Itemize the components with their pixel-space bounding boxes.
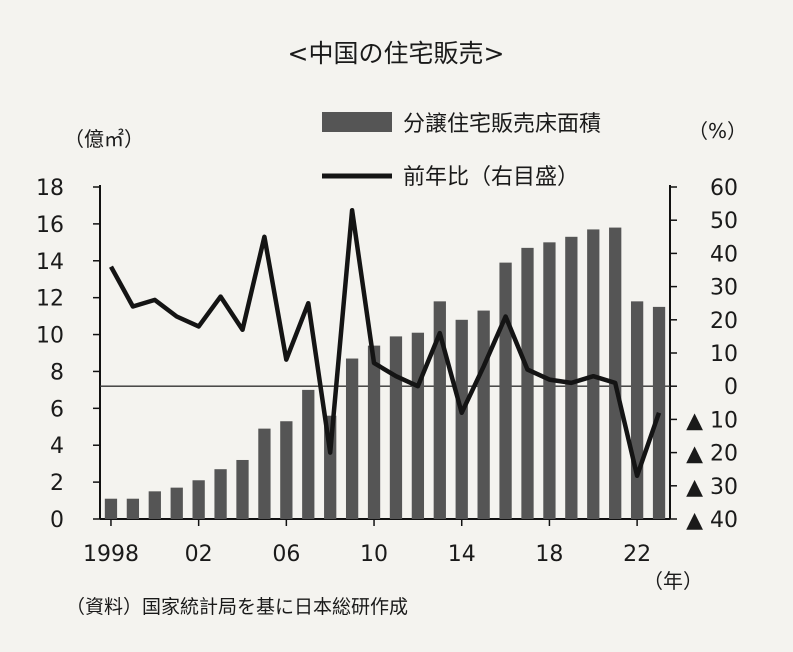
left-axis-unit: （億㎡） xyxy=(64,127,144,151)
bar-2002 xyxy=(192,480,205,519)
bar-2000 xyxy=(148,491,161,519)
bar-2014 xyxy=(455,319,468,519)
left-axis-tick-label: 16 xyxy=(36,213,64,238)
bar-2009 xyxy=(345,358,359,519)
right-axis-tick-label: 40 xyxy=(710,242,738,267)
bar-2007 xyxy=(302,389,315,519)
right-axis-tick-label: ▲ 30 xyxy=(686,475,738,500)
yoy-change-line xyxy=(109,207,662,479)
bar-2010 xyxy=(367,345,381,519)
x-axis-tick-label: 1998 xyxy=(83,542,139,567)
legend-label-line: 前年比（右目盛） xyxy=(403,165,579,190)
left-axis-tick-label: 8 xyxy=(50,360,64,385)
right-axis-tick-label: ▲ 40 xyxy=(686,508,738,533)
left-axis-tick-label: 12 xyxy=(36,287,64,312)
right-axis-tick-label: 30 xyxy=(710,276,738,301)
bar-2022 xyxy=(630,301,644,519)
left-axis-tick-label: 6 xyxy=(50,397,64,422)
bar-2012 xyxy=(411,332,425,519)
left-axis-tick-label: 14 xyxy=(36,250,64,275)
right-axis-tick-label: 50 xyxy=(710,209,738,234)
left-axis-tick-label: 0 xyxy=(50,508,64,533)
bar-1998 xyxy=(104,498,118,519)
right-axis-tick-label: 0 xyxy=(724,375,738,400)
x-axis-unit: （年） xyxy=(643,569,703,593)
x-axis-tick-label: 02 xyxy=(185,542,213,567)
right-axis-tick-label: 60 xyxy=(710,176,738,201)
right-axis-tick-label: ▲ 20 xyxy=(686,442,738,467)
bar-1999 xyxy=(126,498,140,519)
right-axis-tick-label: 10 xyxy=(710,342,738,367)
bar-2021 xyxy=(609,227,622,520)
left-axis-tick-label: 2 xyxy=(50,471,64,496)
x-axis-tick-label: 18 xyxy=(535,542,563,567)
x-axis-tick-label: 22 xyxy=(623,542,651,567)
bar-2006 xyxy=(280,421,293,519)
bar-2015 xyxy=(477,310,490,519)
left-axis-tick-label: 18 xyxy=(36,176,64,201)
x-axis-tick-label: 10 xyxy=(360,542,388,567)
left-axis-tick-label: 4 xyxy=(50,434,64,459)
legend-label-bars: 分譲住宅販売床面積 xyxy=(403,112,601,137)
bar-2001 xyxy=(170,487,183,519)
bar-2017 xyxy=(521,247,534,519)
x-axis-tick-label: 14 xyxy=(448,542,476,567)
bar-2005 xyxy=(258,428,271,519)
chart-title: <中国の住宅販売> xyxy=(288,39,505,68)
bar-2004 xyxy=(236,459,249,519)
legend-swatch-bars xyxy=(322,112,392,132)
bar-2019 xyxy=(565,236,578,520)
right-axis-tick-label: 20 xyxy=(710,309,738,334)
right-axis-unit: （%） xyxy=(688,119,747,143)
bar-2016 xyxy=(499,262,512,519)
right-axis-tick-label: ▲ 10 xyxy=(686,408,738,433)
source-note: （資料）国家統計局を基に日本総研作成 xyxy=(66,596,408,618)
x-axis-tick-label: 06 xyxy=(272,542,300,567)
bar-2003 xyxy=(214,469,227,519)
bar-2011 xyxy=(389,336,403,519)
bar-2013 xyxy=(433,301,446,519)
left-axis-tick-label: 10 xyxy=(36,324,64,349)
